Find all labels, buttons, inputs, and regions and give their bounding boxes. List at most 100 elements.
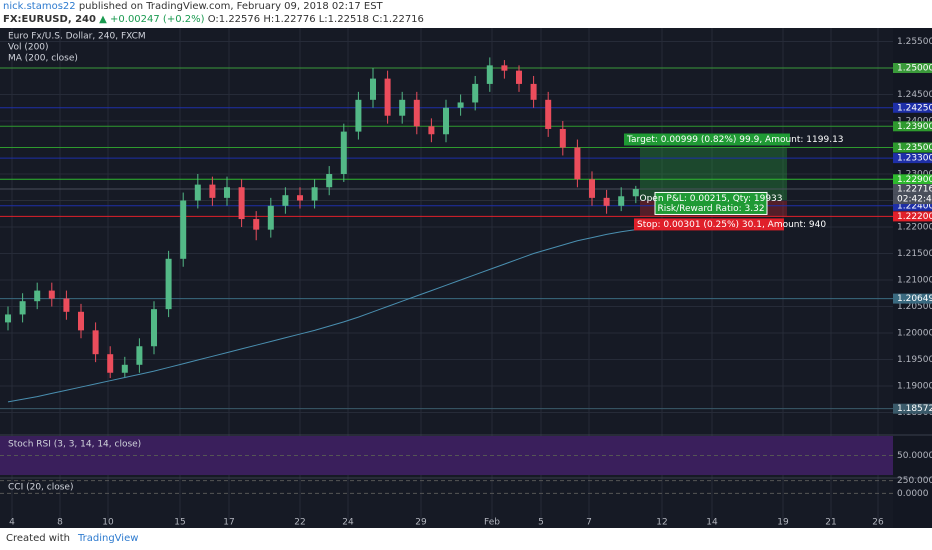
price-label-bg: [893, 142, 932, 153]
candle-body: [355, 99, 362, 132]
price-label-bg: [893, 153, 932, 164]
price-label-bg: [893, 200, 932, 211]
price-label: 1.20649: [897, 294, 932, 304]
published: published on TradingView.com, February 0…: [78, 1, 383, 12]
candle-body: [297, 195, 303, 201]
publish-line: nick.stamos22 published on TradingView.c…: [3, 0, 932, 13]
candle-body: [5, 314, 11, 323]
x-tick-label: 4: [9, 518, 15, 528]
price-label-bg: [893, 211, 932, 222]
candle-body: [501, 65, 508, 71]
candle-body: [413, 99, 420, 127]
x-tick-label: 19: [777, 518, 789, 528]
candle-body: [486, 65, 493, 84]
y-tick-label: 50.0000: [897, 451, 932, 461]
symbol: FX:EURUSD, 240: [3, 14, 96, 25]
x-tick-label: 15: [174, 518, 185, 528]
candle-body: [618, 196, 625, 206]
countdown-bg: [893, 194, 932, 205]
ma-line: [7, 229, 636, 403]
price-label: 1.22400: [897, 201, 932, 211]
candle-body: [443, 107, 449, 135]
ohlc: O:1.22576 H:1.22776 L:1.22518 C:1.22716: [207, 14, 424, 25]
x-tick-label: 14: [706, 518, 718, 528]
price-label: 1.23900: [897, 122, 932, 132]
candle-body: [632, 189, 639, 197]
pane-label: CCI (20, close): [8, 483, 73, 493]
y-tick-label: 1.22000: [897, 223, 932, 233]
x-tick-label: 10: [102, 518, 114, 528]
x-tick-label: 12: [656, 518, 667, 528]
price-label-bg: [893, 403, 932, 414]
created: Created with: [6, 533, 70, 544]
candle-body: [326, 174, 333, 188]
candle-body: [589, 179, 595, 198]
x-tick-label: Feb: [484, 518, 500, 528]
price-label: 1.24250: [897, 103, 932, 113]
y-tick-label: 1.19500: [897, 355, 932, 365]
x-tick-label: 26: [872, 518, 884, 528]
candle-body: [267, 205, 274, 230]
target-label-bg: [624, 133, 790, 146]
y-tick-label: 1.20500: [897, 302, 932, 312]
price-label: 1.22200: [897, 212, 932, 222]
legend-entry: Euro Fx/U.S. Dollar, 240, FXCM: [8, 32, 146, 42]
candle-body: [340, 131, 347, 175]
price-label-bg: [893, 102, 932, 113]
price-label-bg: [893, 121, 932, 132]
price-label-bg: [893, 63, 932, 74]
price-label: 1.25000: [897, 64, 932, 74]
quote-line: FX:EURUSD, 240 ▲ +0.00247 (+0.2%) O:1.22…: [3, 13, 932, 26]
x-tick-label: 24: [342, 518, 354, 528]
author[interactable]: nick.stamos22: [3, 1, 76, 12]
candle-body: [282, 195, 289, 206]
legend-entry: Vol (200): [8, 43, 49, 53]
y-tick-label: 1.21000: [897, 275, 932, 285]
stop-label-bg: [634, 218, 784, 231]
x-tick-label: 21: [825, 518, 836, 528]
pane-label: Stoch RSI (3, 3, 14, 14, close): [8, 440, 141, 450]
candle-body: [311, 187, 318, 201]
y-tick-label: 0.0000: [897, 489, 929, 499]
candle-body: [151, 309, 157, 347]
price-label-bg: [893, 184, 932, 195]
brand[interactable]: TradingView: [77, 533, 139, 544]
x-tick-label: 7: [586, 518, 592, 528]
candle-body: [48, 290, 55, 299]
candle-body: [180, 200, 187, 259]
candle-body: [78, 311, 84, 331]
stop-label: Stop: 0.00301 (0.25%) 30.1, Amount: 940: [637, 220, 826, 230]
candle-body: [63, 298, 70, 312]
price-label-bg: [893, 174, 932, 185]
price-label: 1.23500: [897, 143, 932, 153]
price-label: 1.22900: [897, 175, 932, 185]
candle-body: [238, 187, 245, 220]
candle-body: [194, 184, 201, 201]
candle-body: [472, 83, 479, 103]
footer: Created with TradingView: [0, 528, 932, 550]
candle-body: [165, 258, 172, 310]
y-tick-label: 1.19000: [897, 381, 932, 391]
candle-body: [457, 102, 464, 108]
y-tick-label: 1.24500: [897, 90, 932, 100]
candle-body: [428, 126, 435, 135]
pnl-label: Open P&L: 0.00215, Qty: 19933: [640, 194, 783, 204]
target-zone: [640, 147, 787, 201]
change: ▲ +0.00247 (+0.2%): [99, 14, 205, 25]
chart: 48101517222429Feb5712141921261.185001.19…: [0, 28, 932, 528]
candle-body: [121, 364, 128, 373]
price-label: 1.18572: [897, 404, 932, 414]
price-label: 1.23300: [897, 154, 932, 164]
y-tick-label: 250.0000: [897, 476, 932, 486]
x-tick-label: 5: [538, 518, 544, 528]
price-label-bg: [893, 293, 932, 304]
candle-body: [34, 290, 41, 302]
candle-body: [209, 184, 216, 198]
legend-entry: MA (200, close): [8, 54, 78, 64]
x-tick-label: 29: [415, 518, 427, 528]
y-tick-label: 1.21500: [897, 249, 932, 259]
countdown: 02:42:47: [897, 195, 932, 205]
x-tick-label: 8: [57, 518, 63, 528]
y-tick-label: 1.20000: [897, 328, 932, 338]
